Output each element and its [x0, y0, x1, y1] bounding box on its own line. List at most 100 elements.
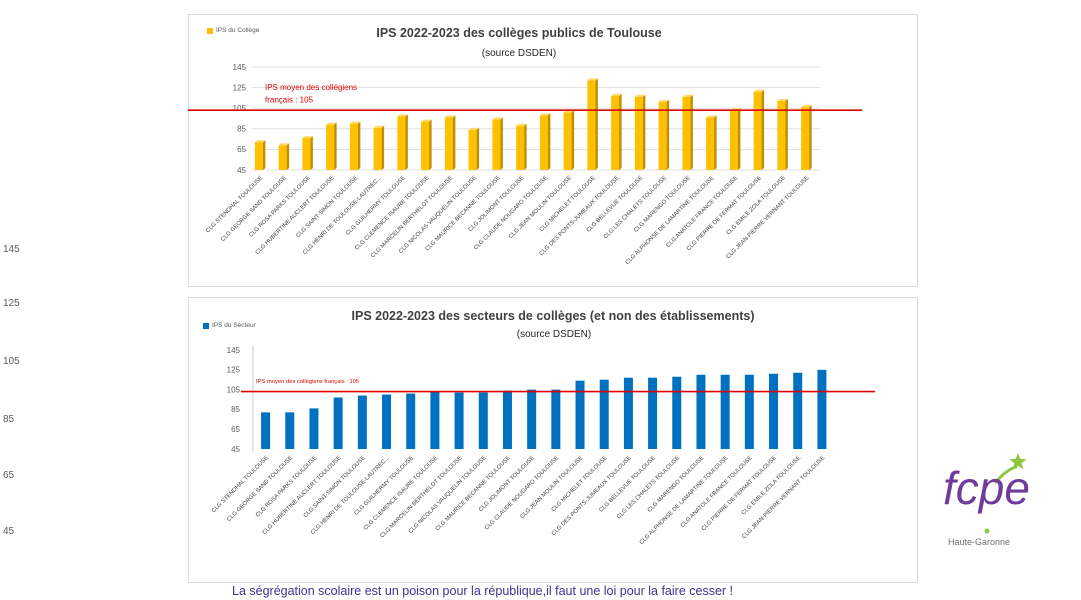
logo-wordmark: fcpe: [943, 462, 1030, 514]
bar-side: [809, 105, 812, 170]
bar-side: [690, 94, 693, 170]
legend-label: IPS du Secteur: [212, 322, 256, 329]
category-label: CLG MARCELIN BERTHELOT TOULOUSE: [370, 175, 454, 259]
legend-label: IPS du Collège: [216, 27, 260, 34]
side-axis-tick: 125: [3, 298, 20, 309]
bar: [468, 127, 480, 170]
bar-front: [444, 117, 453, 170]
bar-top: [373, 125, 385, 128]
y-tick-label: 85: [231, 405, 240, 414]
bar-front: [326, 124, 335, 170]
bar: [309, 408, 319, 449]
chart-panel-secteurs: 45 65 85 105 125 145 CLG STENDHAL TOULOUSE CLG …: [188, 297, 918, 583]
bar: [539, 113, 551, 170]
bar: [817, 369, 827, 449]
bar-side: [405, 114, 408, 170]
y-tick-label: 105: [227, 385, 241, 394]
side-axis-tick: 85: [3, 414, 15, 425]
bar: [349, 121, 361, 170]
bar: [769, 373, 779, 449]
bar: [492, 117, 503, 170]
bar-side: [262, 140, 266, 170]
bar-top: [634, 94, 646, 97]
bar: [285, 412, 295, 449]
fcpe-logo: fcpe Haute-Garonne: [943, 453, 1030, 547]
bar-side: [381, 125, 385, 170]
bar-side: [714, 115, 717, 170]
bar-side: [357, 121, 361, 170]
footer-slogan: La ségrégation scolaire est un poison po…: [232, 584, 734, 598]
bar: [326, 122, 337, 170]
bar-top: [302, 136, 313, 139]
bar-top: [397, 114, 408, 117]
bar-front: [349, 123, 358, 170]
bar-front: [706, 117, 715, 170]
bar-side: [286, 143, 290, 170]
bar-front: [682, 96, 691, 170]
bar: [516, 123, 527, 170]
bar-top: [706, 115, 717, 118]
bar: [397, 114, 408, 170]
bar: [302, 136, 313, 170]
chart-title: IPS 2022-2023 des collèges publics de To…: [376, 26, 662, 40]
reference-line-label: IPS moyen des collégiens français : 105: [256, 379, 359, 385]
bar-top: [801, 105, 812, 108]
bar: [444, 115, 456, 170]
bar: [382, 394, 392, 449]
bar-side: [429, 119, 432, 170]
chart-title: IPS 2022-2023 des secteurs de collèges (…: [351, 309, 755, 323]
bar-side: [547, 113, 551, 170]
bar: [672, 376, 682, 449]
side-axis-tick: 105: [3, 356, 20, 367]
bar: [793, 372, 803, 449]
bar-side: [666, 100, 670, 170]
chart-legend: IPS du Secteur: [203, 322, 256, 330]
bar-top: [326, 122, 337, 125]
bar: [421, 119, 432, 170]
legend-swatch: [203, 323, 209, 329]
bar-front: [254, 142, 263, 170]
bar: [696, 374, 706, 449]
bar-top: [444, 115, 456, 118]
bar-top: [753, 89, 765, 92]
bar-front: [302, 138, 311, 170]
bar: [261, 412, 271, 449]
side-axis-tick: 65: [3, 470, 15, 481]
bar: [502, 390, 512, 449]
bar-top: [254, 140, 266, 143]
y-tick-label: 145: [233, 63, 247, 72]
bar-front: [468, 129, 477, 170]
bar-top: [516, 123, 527, 126]
y-tick-label: 125: [233, 83, 247, 92]
bar-side: [619, 93, 622, 170]
bar: [478, 392, 488, 449]
logo-subtitle: Haute-Garonne: [948, 537, 1010, 547]
bar-side: [642, 94, 646, 170]
bar-front: [729, 110, 738, 170]
y-tick-label: 65: [231, 425, 240, 434]
bar-front: [492, 119, 501, 170]
chart-subtitle: (source DSDEN): [516, 329, 592, 340]
chart-legend: IPS du Collège: [207, 27, 259, 35]
bar: [753, 89, 765, 170]
bar-side: [476, 127, 480, 170]
bar-side: [334, 122, 337, 170]
y-tick-label: 145: [227, 346, 241, 355]
legend-swatch: [207, 28, 213, 34]
chart-panel-colleges: 45 65 85 105 125 145 CLG STENDHAL TOULOUSE CLG …: [188, 14, 918, 287]
reference-line-label: français : 105: [265, 96, 314, 105]
bar: [658, 100, 670, 170]
logo-dot: [984, 528, 990, 534]
bar-front: [634, 96, 643, 170]
side-axis-tick: 45: [3, 526, 15, 537]
bar-front: [611, 95, 620, 170]
bar-front: [658, 102, 667, 170]
bar-top: [658, 100, 670, 103]
bar-top: [278, 143, 290, 146]
bar-top: [421, 119, 432, 122]
bar: [454, 392, 464, 449]
y-tick-label: 125: [227, 366, 241, 375]
bar: [357, 395, 367, 449]
bar: [406, 393, 416, 449]
bar-side: [761, 89, 765, 170]
